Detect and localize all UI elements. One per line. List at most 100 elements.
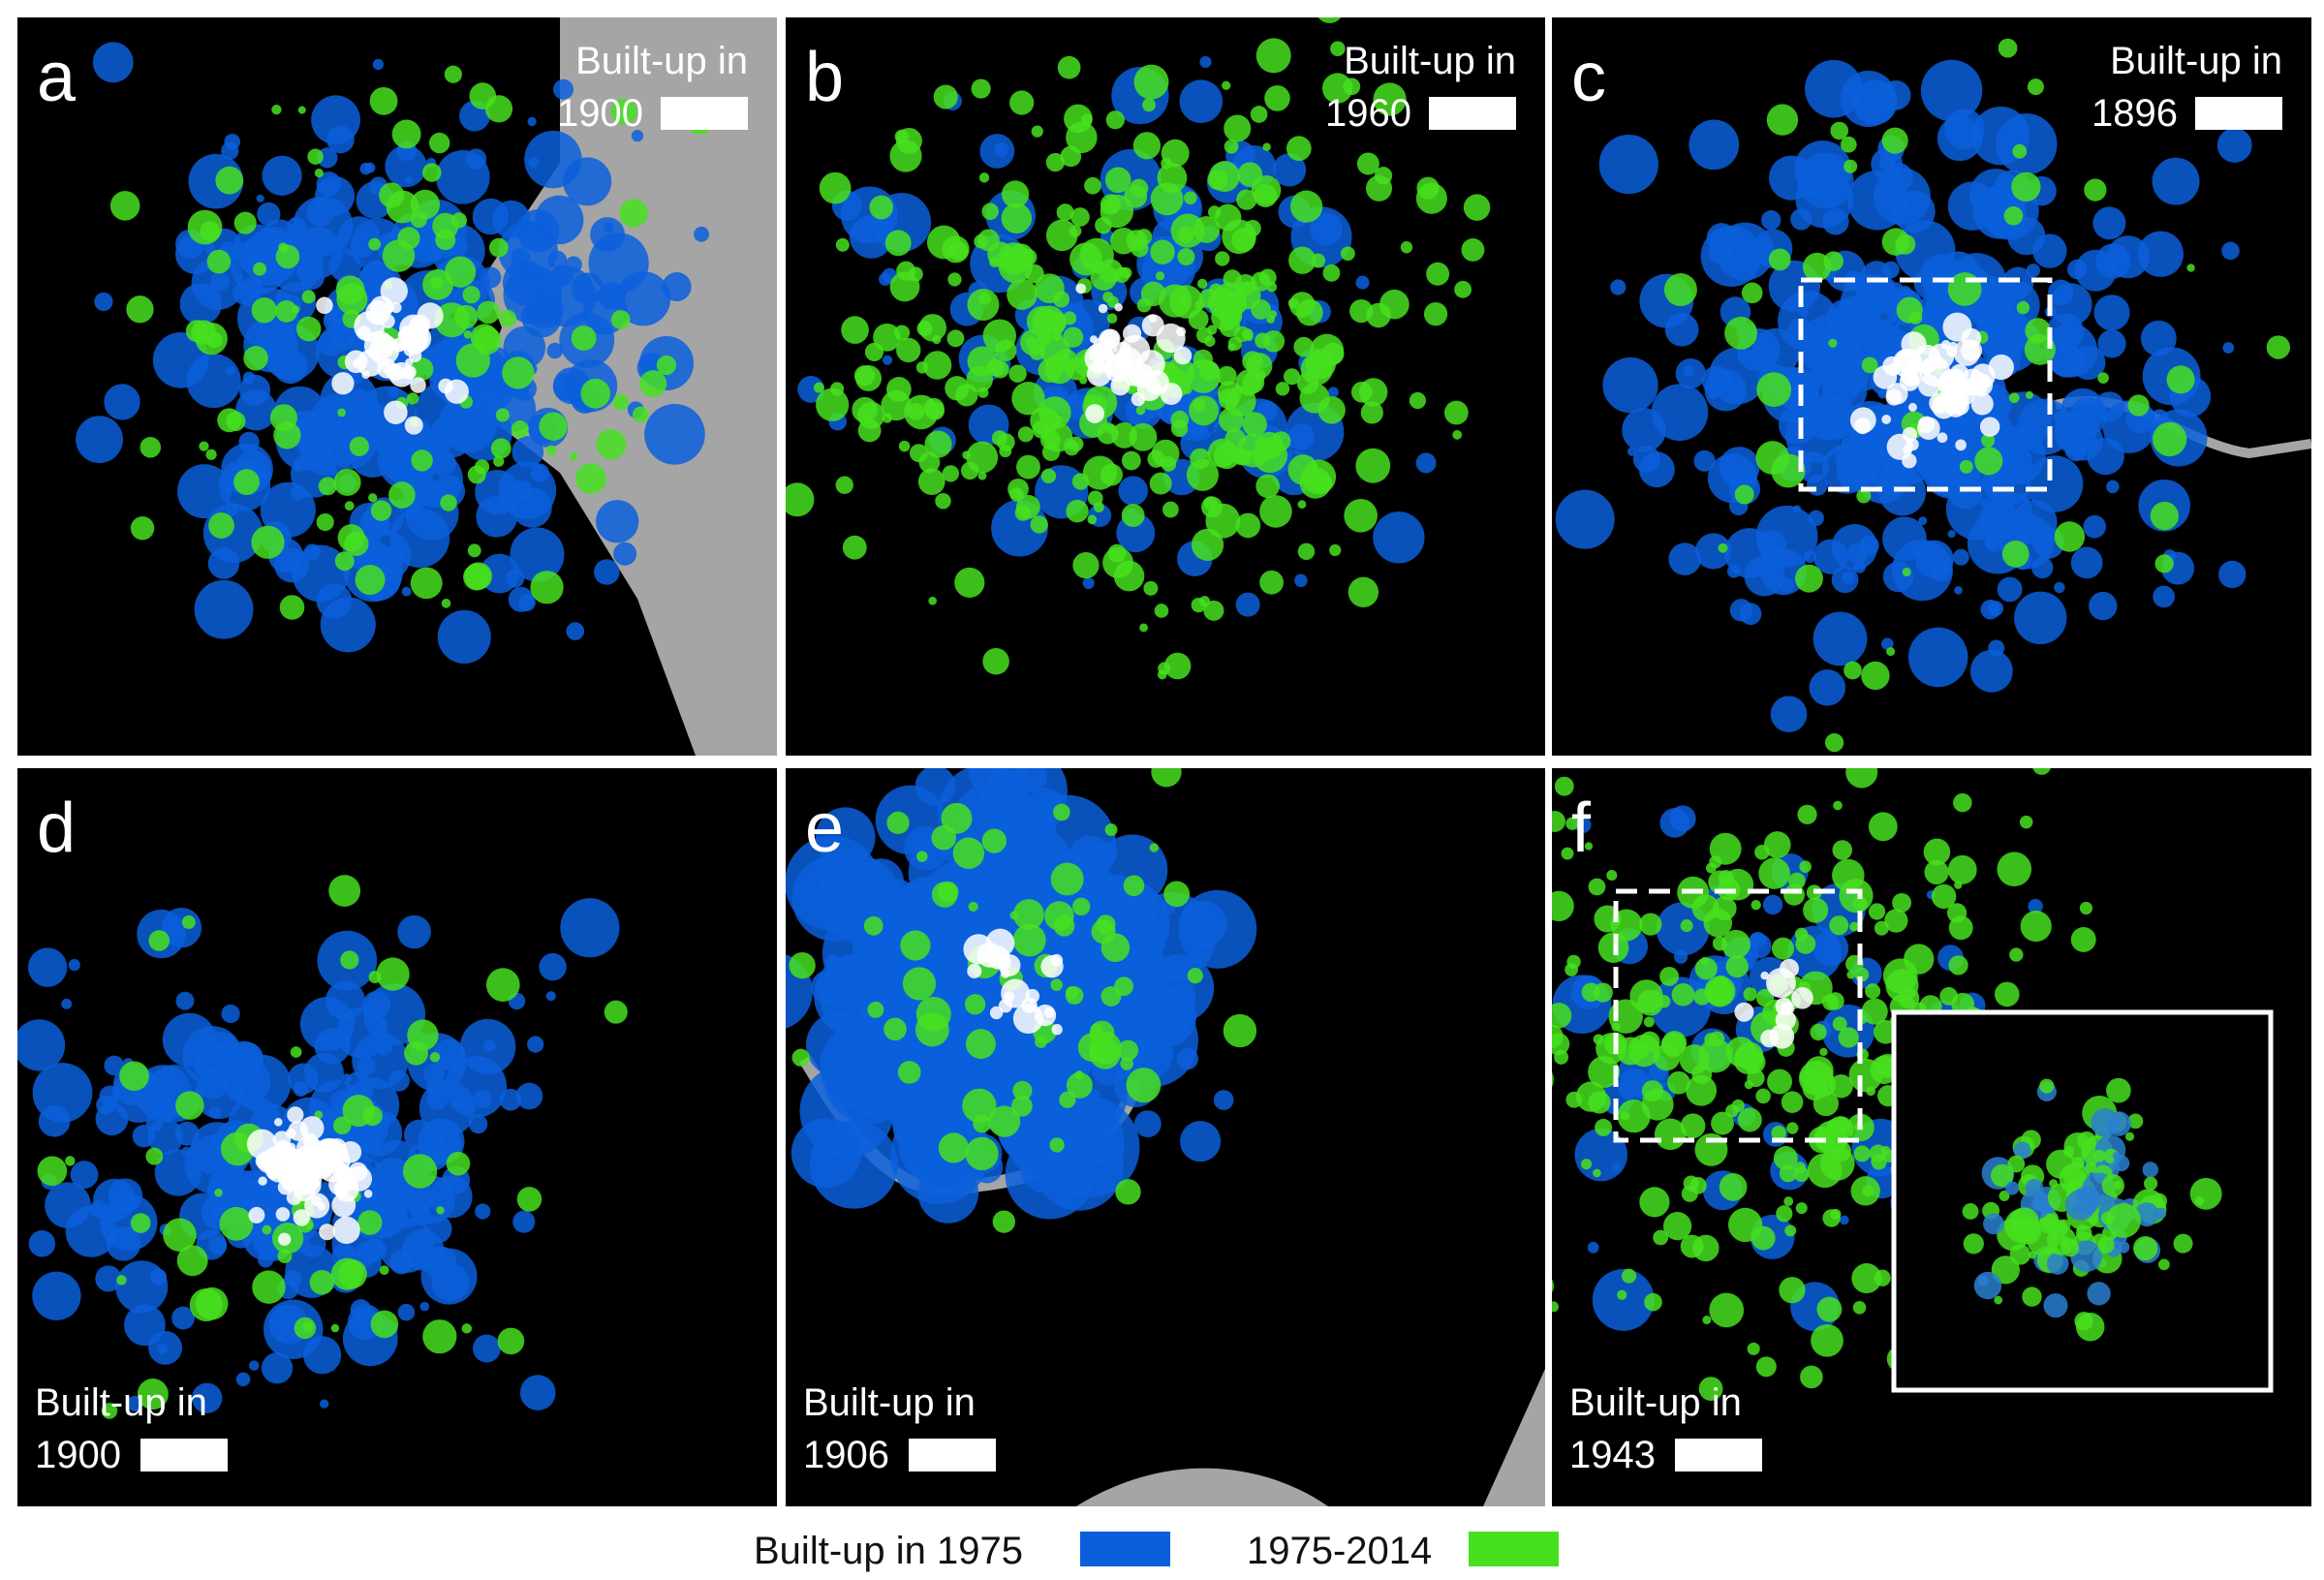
land-cover <box>274 547 309 583</box>
land-cover <box>2046 1253 2069 1275</box>
land-cover <box>1794 927 1809 942</box>
land-cover <box>398 341 409 352</box>
land-cover <box>194 579 254 639</box>
land-cover <box>235 1372 251 1387</box>
land-cover <box>954 567 985 598</box>
land-cover <box>1373 511 1425 564</box>
land-cover <box>1366 174 1393 201</box>
land-cover <box>1160 383 1183 405</box>
land-cover <box>1788 872 1806 890</box>
land-cover <box>361 1085 374 1098</box>
land-cover <box>2097 372 2109 384</box>
land-cover <box>444 65 462 83</box>
land-cover <box>380 436 428 484</box>
land-cover <box>2173 1233 2193 1254</box>
land-cover <box>252 1270 286 1304</box>
land-cover <box>477 300 500 325</box>
land-cover <box>2028 898 2043 914</box>
land-cover <box>1258 268 1277 287</box>
land-cover <box>613 542 637 566</box>
land-cover <box>1454 280 1472 298</box>
land-cover <box>656 355 677 376</box>
land-cover <box>1852 1301 1867 1315</box>
land-cover <box>1255 38 1291 74</box>
inset-frame <box>1891 1009 2274 1393</box>
land-cover <box>235 389 277 431</box>
land-cover <box>370 1310 399 1339</box>
land-cover <box>945 376 970 401</box>
land-cover <box>1947 272 1982 306</box>
land-cover <box>1054 415 1064 425</box>
legend-swatch <box>1080 1532 1170 1566</box>
land-cover <box>1671 983 1695 1007</box>
land-cover <box>337 408 347 418</box>
land-cover <box>1784 1224 1797 1237</box>
land-cover <box>463 330 473 339</box>
land-cover <box>1901 331 1927 357</box>
land-cover <box>857 418 882 443</box>
land-cover <box>1121 450 1141 471</box>
land-cover <box>1009 911 1019 920</box>
land-cover <box>2101 1174 2124 1197</box>
scale-swatch <box>1675 1439 1762 1472</box>
land-cover <box>2166 365 2195 394</box>
land-cover <box>1102 546 1133 578</box>
land-cover <box>971 78 991 99</box>
land-cover <box>406 392 419 405</box>
land-cover <box>1902 567 1911 577</box>
land-cover <box>1663 273 1697 307</box>
land-cover <box>1693 449 1716 472</box>
land-cover <box>295 1161 312 1177</box>
land-cover <box>315 175 356 216</box>
zoom-box <box>1798 277 2053 492</box>
land-cover <box>262 1224 272 1235</box>
land-cover <box>952 837 985 869</box>
land-cover <box>1114 302 1123 312</box>
land-cover <box>388 481 416 509</box>
land-cover <box>1114 976 1133 997</box>
land-cover <box>1111 421 1138 449</box>
land-cover <box>1917 416 1936 434</box>
land-cover <box>962 1088 997 1124</box>
panel-label: Built-up in <box>1344 40 1516 82</box>
land-cover <box>1763 831 1791 858</box>
land-cover <box>1593 1034 1604 1045</box>
land-cover <box>2106 1077 2131 1103</box>
land-cover <box>1882 261 1900 279</box>
land-cover <box>130 1213 151 1233</box>
land-cover <box>316 296 333 315</box>
land-cover <box>1918 516 1928 526</box>
land-cover <box>1063 326 1084 348</box>
land-cover <box>498 221 558 281</box>
land-cover <box>1038 0 1063 10</box>
land-cover <box>1293 336 1315 357</box>
land-cover <box>504 486 520 503</box>
land-cover <box>318 477 337 496</box>
land-cover <box>965 1136 999 1171</box>
panel-year: 1943 <box>1569 1434 1656 1476</box>
land-cover <box>942 235 970 263</box>
land-cover <box>1762 894 1783 915</box>
land-cover <box>2019 815 2033 829</box>
land-cover <box>224 502 239 516</box>
land-cover <box>1561 847 1574 860</box>
land-cover <box>410 567 443 600</box>
land-cover <box>1662 1212 1692 1241</box>
land-cover <box>849 214 893 259</box>
land-cover <box>1771 453 1806 488</box>
land-cover <box>527 116 537 127</box>
land-cover <box>2106 1111 2131 1136</box>
land-cover <box>1924 859 1949 885</box>
land-cover <box>816 387 850 421</box>
land-cover <box>1718 542 1728 553</box>
land-cover <box>1204 335 1216 347</box>
land-cover <box>1143 580 1159 596</box>
land-cover <box>1959 459 1973 474</box>
land-cover <box>553 78 574 100</box>
land-cover <box>1838 1027 1859 1048</box>
land-cover <box>1844 661 1862 680</box>
land-cover <box>1755 1088 1771 1104</box>
land-cover <box>1147 449 1165 468</box>
land-cover <box>210 271 231 292</box>
land-cover <box>1275 382 1290 396</box>
